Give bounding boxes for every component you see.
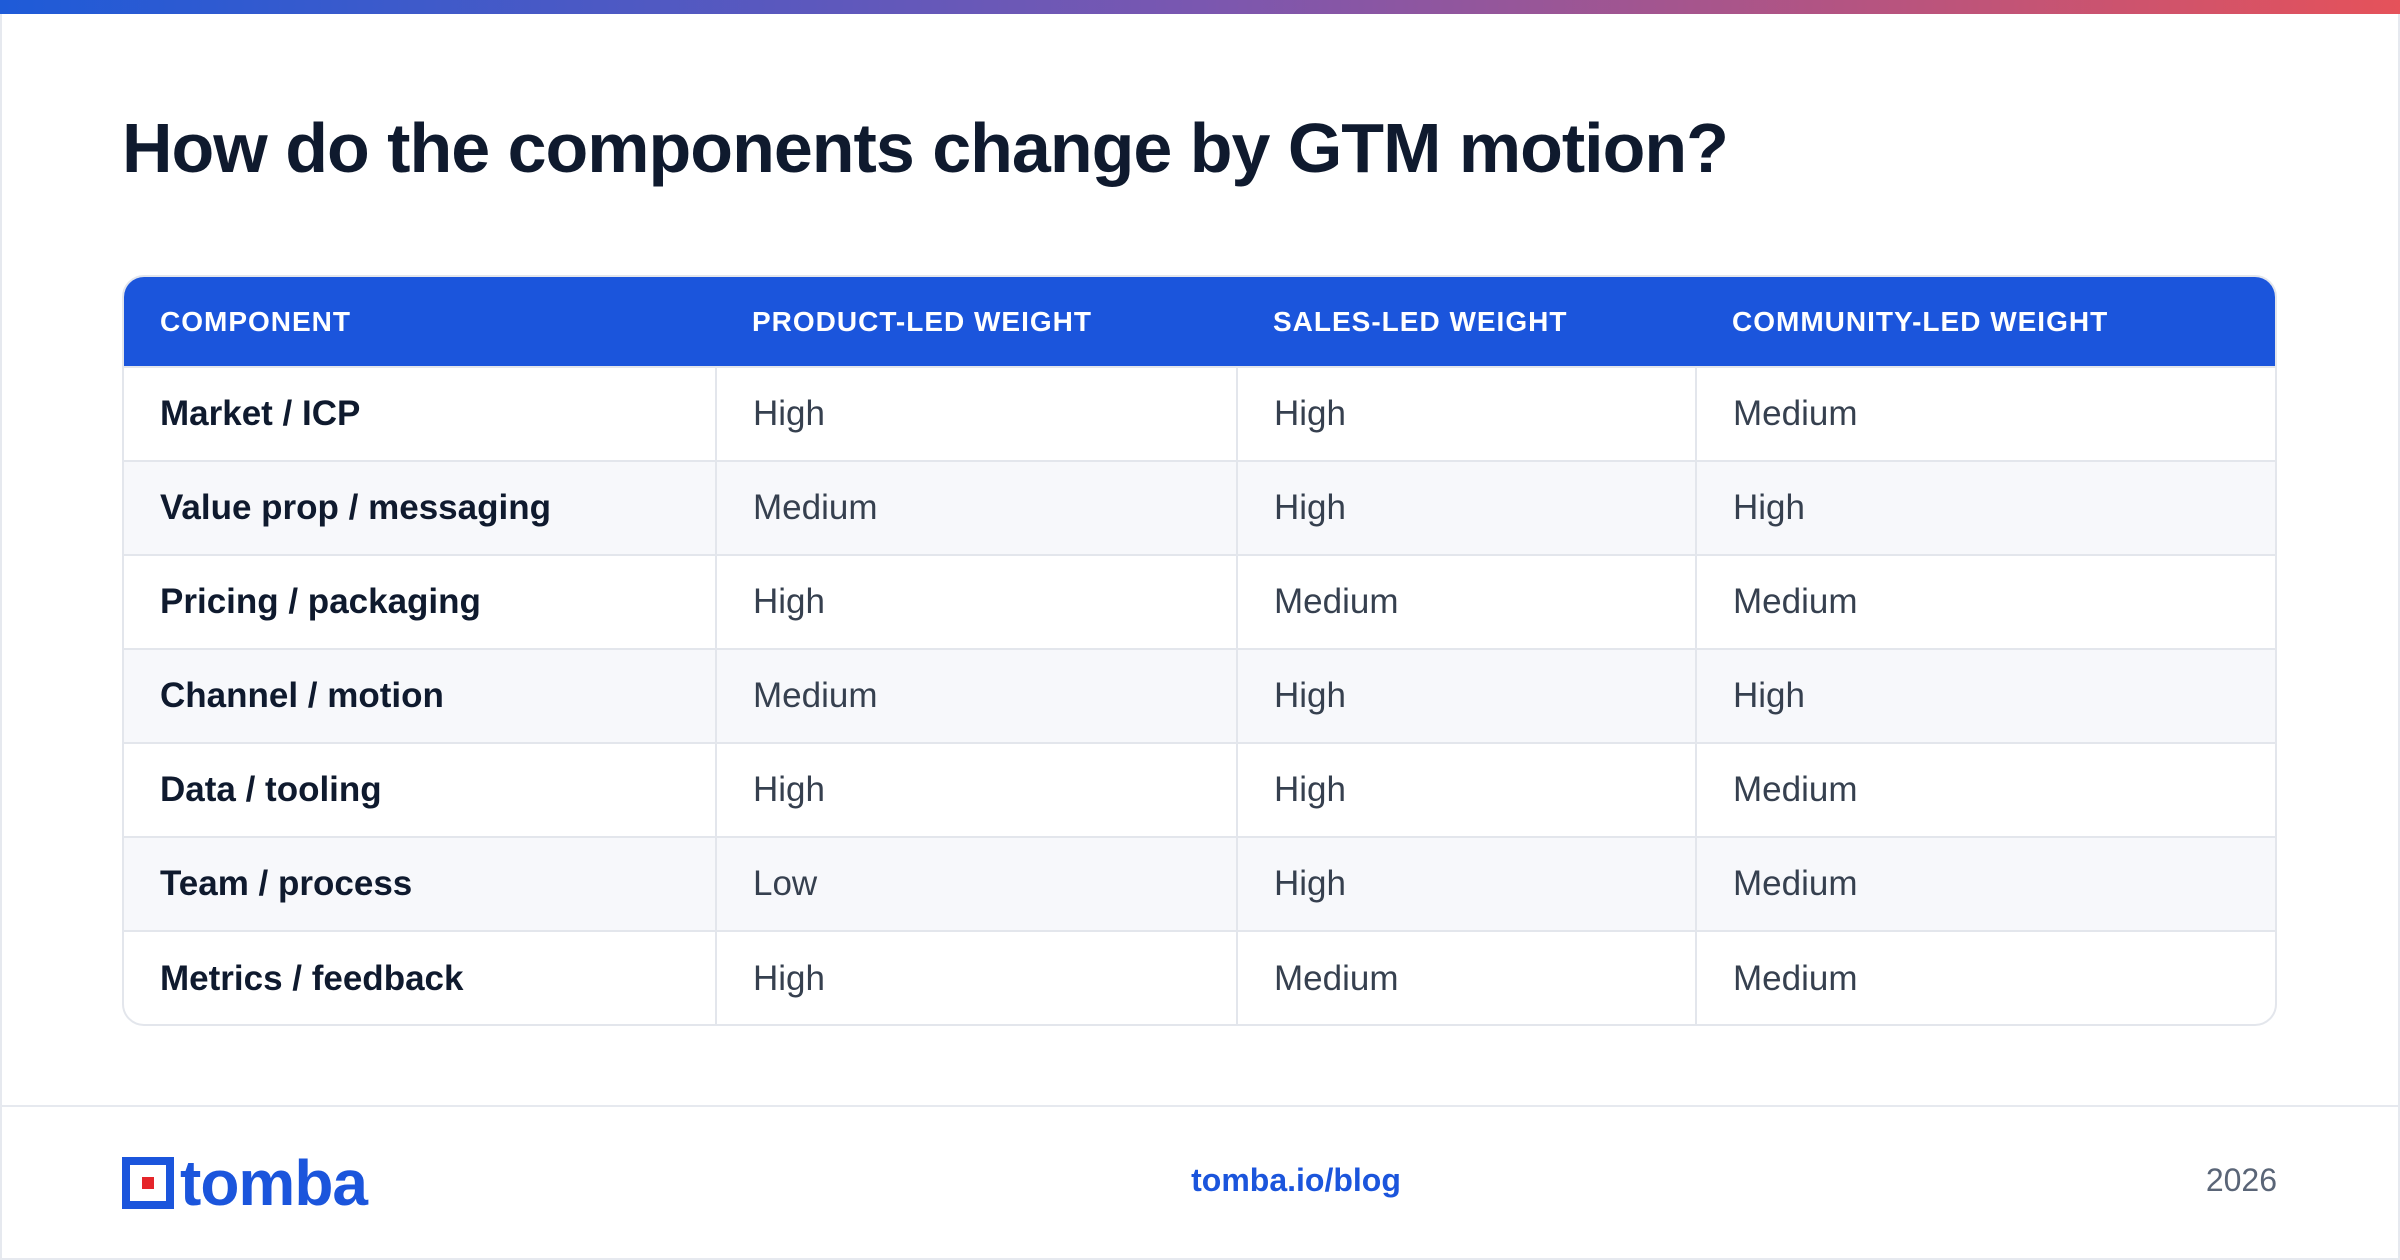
page-title: How do the components change by GTM moti… xyxy=(122,109,1729,187)
column-header-community-led: COMMUNITY-LED WEIGHT xyxy=(1732,305,2109,337)
table-row: Metrics / feedback High Medium Medium xyxy=(124,930,2275,1024)
product-led-cell: Medium xyxy=(715,460,1237,555)
community-led-cell: Medium xyxy=(1695,836,2275,931)
community-led-cell: High xyxy=(1695,460,2275,555)
comparison-table: COMPONENT PRODUCT-LED WEIGHT SALES-LED W… xyxy=(122,275,2277,1026)
sales-led-cell: High xyxy=(1236,460,1696,555)
component-cell: Data / tooling xyxy=(124,742,716,837)
product-led-cell: Low xyxy=(715,836,1237,931)
column-header-product-led: PRODUCT-LED WEIGHT xyxy=(752,305,1092,337)
product-led-cell: High xyxy=(715,554,1237,649)
table-row: Market / ICP High High Medium xyxy=(124,366,2275,461)
component-cell: Team / process xyxy=(124,836,716,931)
tomba-logo-icon xyxy=(122,1157,174,1209)
component-cell: Market / ICP xyxy=(124,366,716,461)
sales-led-cell: High xyxy=(1236,836,1696,931)
community-led-cell: Medium xyxy=(1695,742,2275,837)
sales-led-cell: High xyxy=(1236,648,1696,743)
table-row: Pricing / packaging High Medium Medium xyxy=(124,554,2275,649)
column-header-component: COMPONENT xyxy=(160,305,351,337)
product-led-cell: Medium xyxy=(715,648,1237,743)
community-led-cell: Medium xyxy=(1695,554,2275,649)
component-cell: Metrics / feedback xyxy=(124,930,716,1024)
community-led-cell: High xyxy=(1695,648,2275,743)
table-row: Value prop / messaging Medium High High xyxy=(124,460,2275,555)
table-row: Data / tooling High High Medium xyxy=(124,742,2275,837)
community-led-cell: Medium xyxy=(1695,366,2275,461)
sales-led-cell: Medium xyxy=(1236,554,1696,649)
table-header-row: COMPONENT PRODUCT-LED WEIGHT SALES-LED W… xyxy=(124,277,2275,367)
community-led-cell: Medium xyxy=(1695,930,2275,1024)
footer-divider xyxy=(0,1105,2400,1107)
table-row: Team / process Low High Medium xyxy=(124,836,2275,931)
product-led-cell: High xyxy=(715,742,1237,837)
component-cell: Value prop / messaging xyxy=(124,460,716,555)
component-cell: Channel / motion xyxy=(124,648,716,743)
product-led-cell: High xyxy=(715,366,1237,461)
sales-led-cell: Medium xyxy=(1236,930,1696,1024)
product-led-cell: High xyxy=(715,930,1237,1024)
blog-link[interactable]: tomba.io/blog xyxy=(1191,1162,1401,1198)
sales-led-cell: High xyxy=(1236,366,1696,461)
top-gradient-bar xyxy=(0,0,2400,14)
logo-text: tomba xyxy=(180,1147,368,1219)
column-header-sales-led: SALES-LED WEIGHT xyxy=(1273,305,1568,337)
table-row: Channel / motion Medium High High xyxy=(124,648,2275,743)
tomba-logo[interactable]: tomba xyxy=(122,1147,368,1219)
footer-year: 2026 xyxy=(2205,1162,2277,1198)
component-cell: Pricing / packaging xyxy=(124,554,716,649)
sales-led-cell: High xyxy=(1236,742,1696,837)
